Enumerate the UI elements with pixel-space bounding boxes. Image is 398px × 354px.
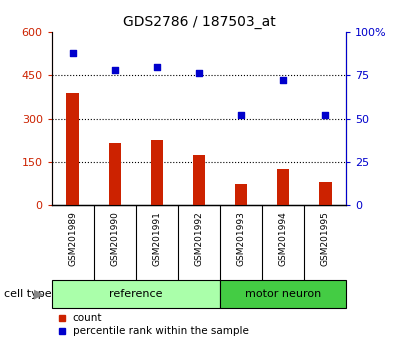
Bar: [319, 182, 332, 205]
Point: [70, 50, 76, 56]
Point: [322, 112, 328, 118]
Point: [112, 67, 118, 73]
Text: GSM201990: GSM201990: [110, 211, 119, 266]
Point: [280, 78, 286, 83]
Legend: count, percentile rank within the sample: count, percentile rank within the sample: [57, 313, 248, 336]
Text: motor neuron: motor neuron: [245, 289, 321, 299]
Point: [154, 64, 160, 69]
Bar: [235, 184, 248, 205]
Text: GSM201994: GSM201994: [279, 211, 288, 266]
Text: GSM201995: GSM201995: [321, 211, 330, 266]
Text: reference: reference: [109, 289, 163, 299]
Text: cell type: cell type: [4, 289, 52, 299]
Title: GDS2786 / 187503_at: GDS2786 / 187503_at: [123, 16, 275, 29]
Bar: [66, 93, 79, 205]
Bar: [193, 155, 205, 205]
Point: [196, 71, 202, 76]
Text: GSM201992: GSM201992: [195, 211, 203, 266]
Text: GSM201991: GSM201991: [152, 211, 162, 266]
Bar: [109, 143, 121, 205]
Bar: [150, 140, 163, 205]
Point: [238, 112, 244, 118]
Text: GSM201989: GSM201989: [68, 211, 77, 266]
Bar: [52, 280, 220, 308]
Text: GSM201993: GSM201993: [236, 211, 246, 266]
Bar: [220, 280, 346, 308]
Bar: [277, 169, 289, 205]
Text: ▶: ▶: [34, 287, 43, 300]
